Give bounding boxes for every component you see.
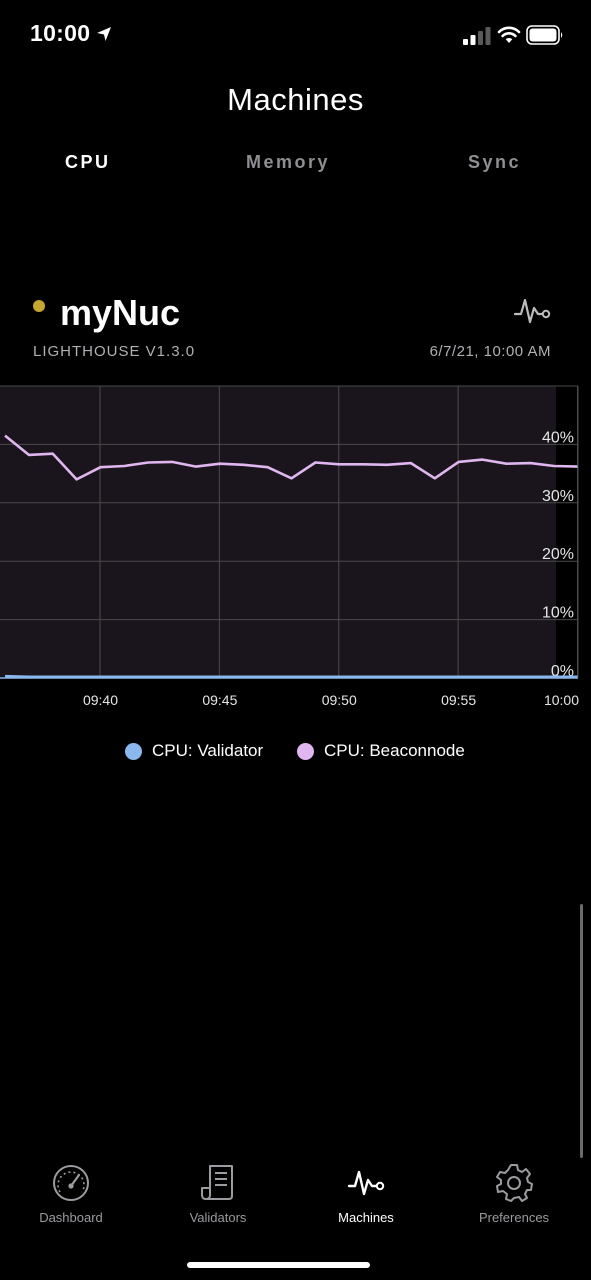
receipt-icon	[201, 1165, 233, 1200]
scrollbar[interactable]	[580, 904, 583, 1158]
nav-label-dashboard: Dashboard	[39, 1210, 103, 1225]
signal-icon	[463, 27, 491, 45]
y-tick-label: 10%	[542, 605, 574, 622]
status-time: 10:00	[30, 20, 91, 46]
legend-item-beaconnode[interactable]: CPU: Beaconnode	[297, 741, 465, 761]
chart-legend: CPU: Validator CPU: Beaconnode	[0, 741, 591, 765]
nav-item-machines[interactable]: Machines	[296, 1150, 436, 1225]
nav-item-dashboard[interactable]: Dashboard	[1, 1150, 141, 1225]
activity-pulse-icon[interactable]	[512, 292, 552, 328]
nav-item-validators[interactable]: Validators	[148, 1150, 288, 1225]
y-tick-label: 40%	[542, 429, 574, 446]
y-tick-label: 20%	[542, 546, 574, 563]
speedometer-icon	[53, 1165, 89, 1201]
machine-name: myNuc	[60, 292, 181, 333]
wifi-icon	[497, 26, 521, 43]
cpu-chart[interactable]: 0% 10% 20% 30% 40% 09:40 09:45 09:50 09:55 10:00	[0, 380, 591, 710]
legend-item-validator[interactable]: CPU: Validator	[125, 741, 263, 761]
tab-sync[interactable]: Sync	[468, 152, 522, 172]
x-tick-label: 09:55	[441, 692, 476, 708]
activity-pulse-icon	[347, 1170, 385, 1196]
nav-label-machines: Machines	[338, 1210, 394, 1225]
nav-label-preferences: Preferences	[478, 1210, 550, 1225]
legend-label-beaconnode: CPU: Beaconnode	[324, 741, 465, 760]
legend-label-validator: CPU: Validator	[152, 741, 264, 760]
machine-status-dot	[33, 300, 45, 312]
client-version: LIGHTHOUSE V1.3.0	[33, 343, 196, 360]
series-line-validator	[4, 674, 578, 679]
status-bar: 10:00	[0, 0, 591, 70]
x-tick-label: 09:40	[83, 692, 118, 708]
legend-dot-beaconnode	[297, 742, 314, 760]
nav-item-preferences[interactable]: Preferences	[444, 1150, 584, 1225]
y-tick-label: 30%	[542, 488, 574, 505]
chart-plot-area	[0, 386, 556, 678]
machine-timestamp: 6/7/21, 10:00 AM	[429, 343, 551, 360]
tab-memory[interactable]: Memory	[246, 152, 331, 172]
x-tick-label: 10:00	[544, 692, 579, 708]
tab-cpu[interactable]: CPU	[65, 152, 111, 172]
series-line-beaconnode	[4, 434, 579, 481]
x-tick-label: 09:50	[322, 692, 357, 708]
gear-icon	[496, 1164, 533, 1202]
bottom-nav: Dashboard Validators Machines	[0, 1150, 591, 1240]
location-arrow-icon	[97, 27, 111, 41]
nav-label-validators: Validators	[189, 1210, 247, 1225]
home-indicator[interactable]	[187, 1262, 370, 1268]
battery-icon	[526, 25, 563, 45]
page-title: Machines	[227, 82, 364, 117]
x-tick-label: 09:45	[202, 692, 237, 708]
legend-dot-validator	[125, 742, 142, 760]
tab-bar: CPU Memory Sync	[0, 152, 591, 182]
